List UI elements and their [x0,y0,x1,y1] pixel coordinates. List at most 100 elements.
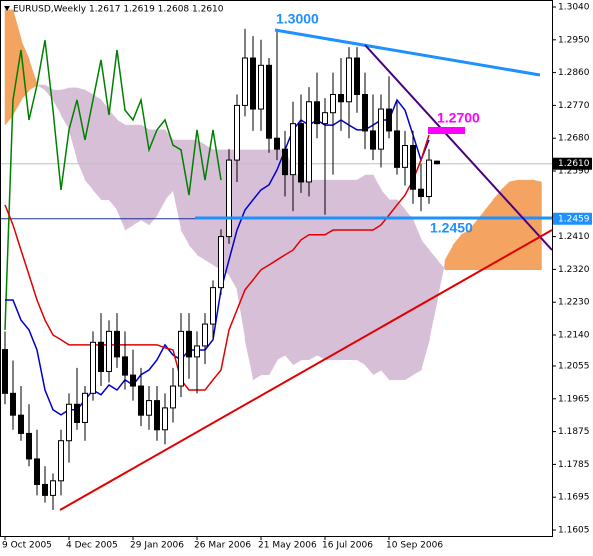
y-tick-label: 1.1875 [558,427,590,437]
candle-body [74,403,80,423]
candle-body [26,432,32,460]
cloud-segment [132,124,142,226]
cloud-segment [420,239,430,371]
candle-body [178,330,184,387]
candle-body [434,160,440,165]
candle-body [266,64,272,139]
plot-frame [0,0,553,537]
candle-body [154,400,160,431]
y-tick-label: 1.2680 [558,134,590,144]
candle-body [306,101,312,183]
trend-lines [59,28,553,511]
candle-body [314,101,320,125]
annotation: 1.2450 [430,220,473,236]
cloud-segment [516,179,526,271]
candle-body [10,392,16,416]
candle-body [2,349,8,394]
cloud-segment [484,199,494,271]
cloud-segment [324,179,334,361]
candles [2,28,440,510]
candle-body [34,458,40,485]
cloud-segment [372,174,382,376]
y-tick-label: 1.2140 [558,331,590,341]
candle-body [114,330,120,358]
level-marker [428,127,465,134]
candle-body [106,330,112,372]
cloud-segment [532,179,542,271]
y-tick-label: 1.1695 [558,493,590,503]
candle-body [386,108,392,132]
y-tick-label: 1.2860 [558,68,590,78]
cloud-segment [252,149,262,381]
cloud-segment [340,179,350,361]
price-label: 1.2610 [558,159,590,169]
candle-body [234,104,240,161]
candle-body [258,64,264,110]
candle-body [402,144,408,168]
candle-body [162,407,168,431]
candle-body [242,57,248,106]
resistance-line [274,28,541,77]
candle-body [42,483,48,496]
cloud-segment [188,139,198,256]
axes: 1.3040 1.2950 1.2860 1.2770 1.2680 1.2590 1.24… [2,3,592,551]
candle-body [122,356,128,376]
cloud-segment [116,119,126,231]
candle-body [290,123,296,176]
price-label-box [553,212,592,225]
candle-body [322,112,328,125]
cloud-segment [156,129,166,217]
candle-body [90,341,96,394]
x-tick-label: 21 May 2006 [258,541,317,551]
x-tick-label: 4 Dec 2005 [66,541,118,551]
cloud-segment [308,179,318,361]
x-tick-label: 29 Jan 2006 [130,541,184,551]
candle-body [362,93,368,132]
cloud-segment [404,209,414,381]
candle-body [170,385,176,409]
candle-body [418,188,424,198]
price-label-box [553,157,592,170]
price-label: 1.2459 [558,214,590,224]
candle-body [98,341,104,372]
annotation: 1.2700 [437,110,480,126]
y-tick-label: 1.3040 [558,3,590,13]
candle-body [346,57,352,103]
candle-body [50,480,56,496]
candle-body [146,400,152,416]
cloud-segment [492,189,502,271]
candle-body [354,57,360,95]
candle-body [138,385,144,416]
x-tick-label: 26 Mar 2006 [194,541,251,551]
cloud-segment [148,129,158,226]
y-tick-label: 1.2950 [558,35,590,45]
y-tick-label: 1.2590 [558,167,590,177]
chart-title: EURUSD,Weekly 1.2617 1.2619 1.2608 1.261… [13,5,224,15]
y-tick-label: 1.2410 [558,232,590,242]
cloud-segment [284,149,294,366]
candle-body [330,93,336,114]
candle-body [250,57,256,110]
cloud-segment [300,179,310,361]
cloud-segment [108,109,118,211]
indicator-line [4,134,430,391]
cloud-segment [244,149,254,380]
cloud-segment [4,9,14,126]
cloud-segment [140,124,150,226]
candle-body [186,330,192,358]
candle-body [202,323,208,347]
y-tick-label: 1.2055 [558,361,590,371]
y-tick-label: 1.2770 [558,101,590,111]
y-tick-label: 1.1965 [558,394,590,404]
cloud-segment [316,179,326,361]
cloud-segment [20,40,30,101]
cloud-segment [388,199,398,381]
annotation: 1.3000 [276,11,319,27]
candle-body [410,144,416,190]
cloud-segment [332,179,342,361]
x-tick-label: 16 Jul 2006 [322,541,373,551]
candle-body [210,287,216,325]
y-tick-label: 1.1605 [558,526,590,536]
